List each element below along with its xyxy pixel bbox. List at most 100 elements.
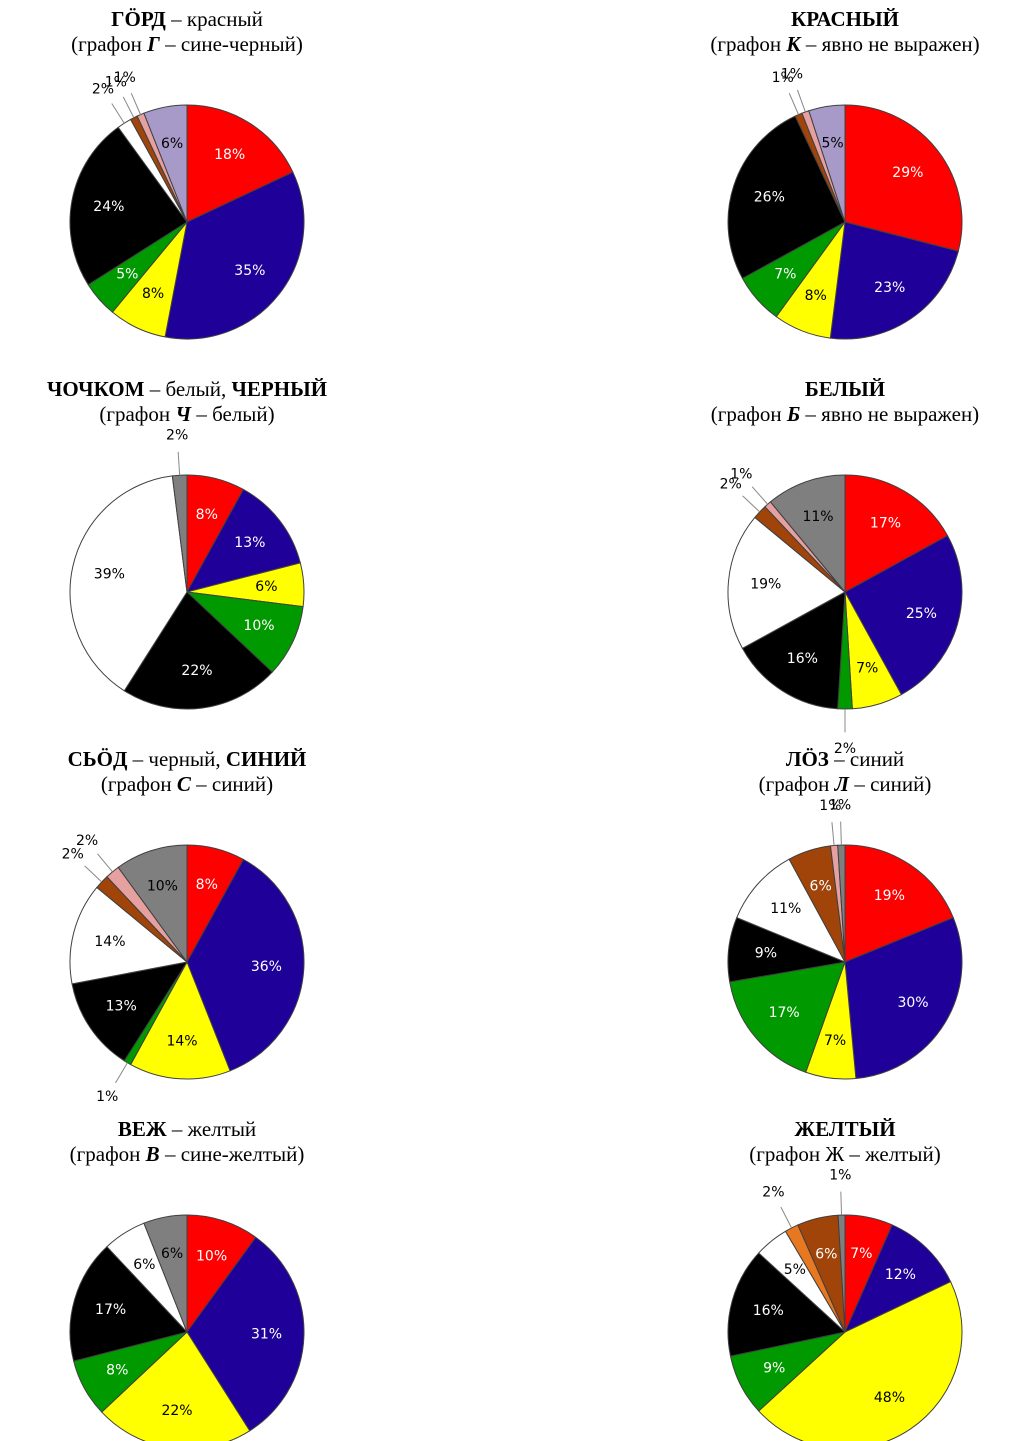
- slice-label: 1%: [730, 466, 752, 482]
- pie-slice: [69, 886, 189, 985]
- slice-label: 10%: [147, 878, 178, 894]
- title-part: – явно не выражен): [800, 402, 979, 426]
- leader-line: [742, 495, 761, 513]
- slice-label: 1%: [772, 70, 794, 86]
- title-part: – синий: [829, 747, 904, 771]
- slice-label: 8%: [106, 1362, 128, 1378]
- pie-slice: [69, 126, 188, 286]
- slice-label: 35%: [234, 263, 265, 279]
- pie-slice: [186, 104, 294, 223]
- slice-label: 48%: [874, 1390, 905, 1406]
- slice-label: 2%: [166, 428, 188, 444]
- slice-label: 2%: [92, 82, 114, 98]
- slice-label: 8%: [196, 877, 218, 893]
- slice-label: 30%: [897, 995, 928, 1011]
- pie-slice: [129, 960, 231, 1080]
- slice-label: 1%: [114, 70, 136, 86]
- leader-line: [788, 92, 799, 115]
- pie-slice: [727, 1252, 847, 1357]
- pie-slice: [736, 858, 847, 963]
- title-part: ЧЕРНЫЙ: [232, 377, 328, 401]
- title-part: (графон: [759, 772, 835, 796]
- slice-label: 24%: [93, 199, 124, 215]
- slice-label: 10%: [243, 618, 274, 634]
- chart-title: ЧОЧКОМ – белый, ЧЕРНЫЙ: [47, 377, 327, 401]
- slice-label: 17%: [769, 1005, 800, 1021]
- title-part: С: [177, 772, 192, 796]
- pie-slice: [164, 171, 305, 340]
- title-part: – сине-черный): [160, 32, 303, 56]
- pie-slice: [769, 474, 846, 594]
- slice-label: 6%: [161, 1246, 183, 1262]
- slice-label: 1%: [819, 798, 841, 814]
- chart-subtitle: (графон В – сине-желтый): [70, 1142, 305, 1166]
- slice-label: 23%: [874, 280, 905, 296]
- title-part: (графон: [71, 32, 147, 56]
- title-part: ЧОЧКОМ: [47, 377, 145, 401]
- chart-title: ЛÖЗ – синий: [786, 747, 904, 771]
- slice-label: 1%: [829, 797, 851, 813]
- title-part: (графон: [99, 402, 175, 426]
- title-part: (графон Ж – желтый): [749, 1142, 940, 1166]
- title-part: (графон: [70, 1142, 146, 1166]
- title-part: (графон: [710, 32, 786, 56]
- slice-label: 31%: [251, 1326, 282, 1342]
- pie-slice: [844, 474, 949, 593]
- title-part: СИНИЙ: [226, 747, 307, 771]
- slice-label: 7%: [850, 1246, 872, 1262]
- slice-label: 8%: [142, 286, 164, 302]
- leader-line: [84, 865, 103, 883]
- slice-label: 1%: [105, 74, 127, 90]
- pie-slice: [844, 534, 963, 696]
- slice-label: 8%: [196, 507, 218, 523]
- leader-line: [122, 96, 135, 118]
- title-part: ВЕЖ: [118, 1117, 167, 1141]
- title-part: Л: [834, 772, 850, 796]
- chart-subtitle: (графон Ж – желтый): [749, 1142, 940, 1166]
- pie-slice: [71, 961, 189, 1062]
- chart-subtitle: (графон Ч – белый): [99, 402, 274, 426]
- chart-title: ГÖРД – красный: [111, 7, 263, 31]
- pie-slice: [844, 104, 963, 252]
- slice-label: 2%: [834, 741, 856, 757]
- pie-slice: [808, 104, 846, 223]
- pie-slice: [727, 115, 846, 280]
- leader-line: [177, 451, 181, 476]
- slice-label: 7%: [774, 267, 796, 283]
- title-part: В: [145, 1142, 160, 1166]
- slice-label: 6%: [133, 1257, 155, 1273]
- slice-label: 17%: [870, 516, 901, 532]
- slice-label: 17%: [95, 1302, 126, 1318]
- pie-slice: [186, 488, 301, 593]
- slice-label: 11%: [770, 901, 801, 917]
- leader-line: [796, 89, 806, 113]
- slice-label: 14%: [94, 934, 125, 950]
- slice-label: 16%: [787, 651, 818, 667]
- leader-line: [780, 1206, 793, 1229]
- title-part: – черный,: [127, 747, 225, 771]
- slice-label: 5%: [784, 1262, 806, 1278]
- title-part: КРАСНЫЙ: [791, 7, 899, 31]
- pie-slice: [757, 1281, 963, 1441]
- slice-label: 12%: [885, 1267, 916, 1283]
- chart-title: СЬÖД – черный, СИНИЙ: [68, 747, 307, 771]
- title-part: ЖЕЛТЫЙ: [794, 1117, 895, 1141]
- pie-slice: [186, 858, 305, 1072]
- chart-subtitle: (графон Л – синий): [759, 772, 932, 796]
- title-part: – сине-желтый): [160, 1142, 305, 1166]
- pie-slice: [844, 844, 954, 963]
- leader-line: [97, 853, 113, 873]
- title-part: – желтый: [167, 1117, 257, 1141]
- pie-slice: [843, 1224, 952, 1334]
- title-part: – белый): [191, 402, 275, 426]
- slice-label: 36%: [251, 959, 282, 975]
- slice-label: 19%: [750, 577, 781, 593]
- title-part: Б: [786, 402, 800, 426]
- chart-title: КРАСНЫЙ: [791, 7, 899, 31]
- slice-label: 6%: [815, 1247, 837, 1263]
- leader-line: [111, 103, 125, 124]
- leader-line: [130, 92, 141, 115]
- slice-label: 7%: [856, 660, 878, 676]
- chart-subtitle: (графон С – синий): [101, 772, 273, 796]
